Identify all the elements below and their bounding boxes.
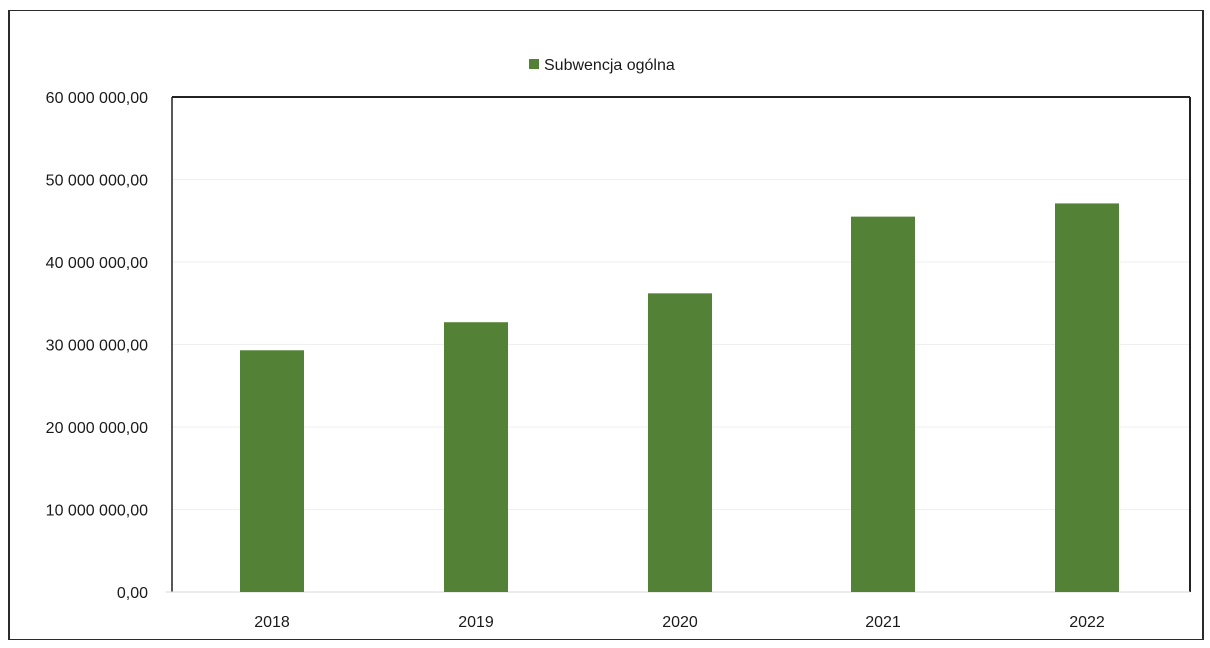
legend-swatch	[529, 59, 539, 69]
legend: Subwencja ogólna	[529, 57, 675, 74]
bar-2021	[851, 216, 915, 592]
y-tick-label: 40 000 000,00	[46, 255, 148, 272]
bar-2022	[1055, 203, 1119, 593]
bar-2020	[648, 293, 712, 592]
y-axis-tick-labels: 0,00 10 000 000,00 20 000 000,00 30 000 000…	[46, 90, 148, 602]
x-tick-label: 2021	[865, 614, 901, 631]
x-tick-label: 2020	[662, 614, 698, 631]
y-tick-label: 10 000 000,00	[46, 503, 148, 520]
y-tick-label: 50 000 000,00	[46, 173, 148, 190]
y-tick-label: 60 000 000,00	[46, 90, 148, 107]
y-tick-label: 30 000 000,00	[46, 338, 148, 355]
chart-frame	[8, 10, 1204, 640]
y-tick-label: 20 000 000,00	[46, 420, 148, 437]
bar-2019	[444, 322, 508, 592]
x-axis-tick-labels: 2018 2019 2020 2021 2022	[254, 614, 1105, 631]
x-tick-label: 2019	[458, 614, 494, 631]
y-tick-label: 0,00	[117, 585, 148, 602]
x-tick-label: 2022	[1069, 614, 1105, 631]
x-tick-label: 2018	[254, 614, 290, 631]
bar-2018	[240, 350, 304, 592]
bars	[240, 203, 1119, 593]
legend-label: Subwencja ogólna	[544, 57, 675, 74]
